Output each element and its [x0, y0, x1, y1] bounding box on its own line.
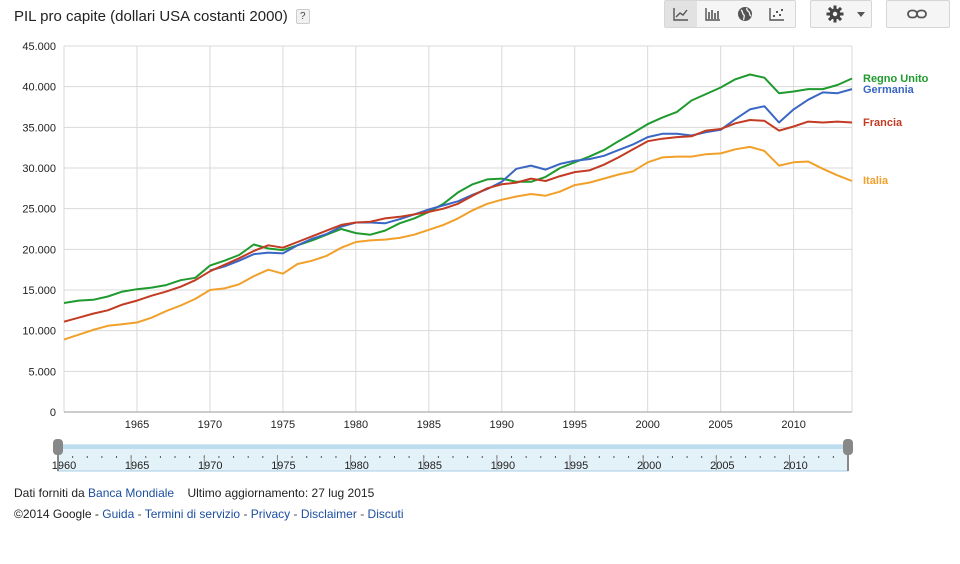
timeline-label: 2010	[783, 460, 807, 472]
settings-button[interactable]	[817, 1, 853, 27]
timeline-start-handle[interactable]	[53, 439, 63, 471]
x-tick-label: 1980	[344, 419, 368, 431]
x-tick-label: 1985	[417, 419, 441, 431]
help-link[interactable]: Guida	[102, 507, 135, 521]
chart-type-toolbar	[664, 0, 796, 28]
globe-icon	[738, 7, 752, 21]
x-tick-label: 1995	[562, 419, 586, 431]
line-chart-icon	[673, 8, 688, 21]
timeline-label: 1960	[52, 460, 76, 472]
timeline-label: 2005	[710, 460, 734, 472]
separator: -	[293, 507, 298, 521]
disclaimer-link[interactable]: Disclaimer	[300, 507, 357, 521]
x-axis: 1965 1970 1975 1980 1985 1990 1995 2000 2005 2010	[125, 419, 806, 431]
y-tick-label: 25.000	[22, 204, 56, 216]
settings-dropdown[interactable]	[810, 0, 872, 28]
source-prefix: Dati forniti da	[14, 486, 85, 500]
footer-links: ©2014 Google - Guida - Termini di serviz…	[14, 507, 404, 521]
line-chart-button[interactable]	[665, 1, 697, 27]
link-button-inner[interactable]	[901, 1, 933, 27]
timeline-label: 1980	[344, 460, 368, 472]
scatter-chart-icon	[769, 8, 784, 21]
timeline-selection	[58, 445, 848, 449]
y-tick-label: 15.000	[22, 285, 56, 297]
timeline-label: 1970	[198, 460, 222, 472]
y-tick-label: 5.000	[28, 366, 56, 378]
chevron-down-icon	[857, 12, 865, 17]
separator: -	[137, 507, 142, 521]
separator: -	[243, 507, 248, 521]
x-tick-label: 2010	[781, 419, 805, 431]
chart-series	[63, 73, 853, 341]
y-axis: 0 5.000 10.000 15.000 20.000 25.000 30.000 35.0…	[22, 41, 56, 419]
last-updated: Ultimo aggiornamento: 27 lug 2015	[187, 486, 375, 500]
y-tick-label: 35.000	[22, 122, 56, 134]
terms-link[interactable]: Termini di servizio	[144, 507, 241, 521]
legend-label-italia: Italia	[863, 175, 889, 187]
link-icon	[907, 9, 927, 19]
source-link[interactable]: Banca Mondiale	[88, 486, 175, 500]
bar-chart-button[interactable]	[697, 1, 729, 27]
series-line-germania	[209, 88, 853, 272]
x-tick-label: 1970	[198, 419, 222, 431]
copyright: ©2014 Google -	[14, 507, 99, 521]
line-chart: 0 5.000 10.000 15.000 20.000 25.000 30.000 35.0…	[22, 41, 929, 472]
series-line-italia	[63, 145, 853, 341]
timeline-label: 1965	[125, 460, 149, 472]
legend-label-germania: Germania	[863, 84, 915, 96]
timeline-label: 1975	[271, 460, 295, 472]
timeline-label: 1985	[417, 460, 441, 472]
separator: -	[360, 507, 365, 521]
y-tick-label: 40.000	[22, 82, 56, 94]
timeline-end-handle[interactable]	[843, 439, 853, 471]
y-tick-label: 45.000	[22, 41, 56, 53]
timeline-range-selector[interactable]: 1960 1965 1970 1975 1980 1985 1990 1995 2000 2005…	[52, 439, 853, 472]
gear-icon	[826, 5, 844, 23]
x-tick-label: 1990	[490, 419, 514, 431]
scatter-chart-button[interactable]	[761, 1, 793, 27]
chart-grid	[63, 45, 853, 413]
x-tick-label: 2000	[635, 419, 659, 431]
timeline-label: 1995	[564, 460, 588, 472]
series-line-regno-unito	[63, 73, 853, 304]
x-tick-label: 1975	[271, 419, 295, 431]
legend-label-regno-unito: Regno Unito	[863, 73, 929, 85]
data-source-line: Dati forniti da Banca Mondiale Ultimo ag…	[14, 486, 374, 500]
x-tick-label: 2005	[708, 419, 732, 431]
timeline-label: 1990	[491, 460, 515, 472]
help-button[interactable]: ?	[295, 9, 310, 24]
link-button[interactable]	[886, 0, 950, 28]
bar-chart-icon	[705, 8, 720, 21]
series-line-francia	[63, 119, 853, 323]
x-tick-label: 1965	[125, 419, 149, 431]
chart-title-text: PIL pro capite (dollari USA costanti 200…	[14, 8, 288, 25]
discuss-link[interactable]: Discuti	[367, 507, 404, 521]
map-button[interactable]	[729, 1, 761, 27]
timeline-label: 2000	[637, 460, 661, 472]
y-tick-label: 20.000	[22, 244, 56, 256]
y-tick-label: 10.000	[22, 326, 56, 338]
legend-label-francia: Francia	[863, 117, 903, 129]
y-tick-label: 0	[50, 407, 56, 419]
chart-title: PIL pro capite (dollari USA costanti 200…	[14, 8, 310, 25]
y-tick-label: 30.000	[22, 163, 56, 175]
privacy-link[interactable]: Privacy	[250, 507, 291, 521]
